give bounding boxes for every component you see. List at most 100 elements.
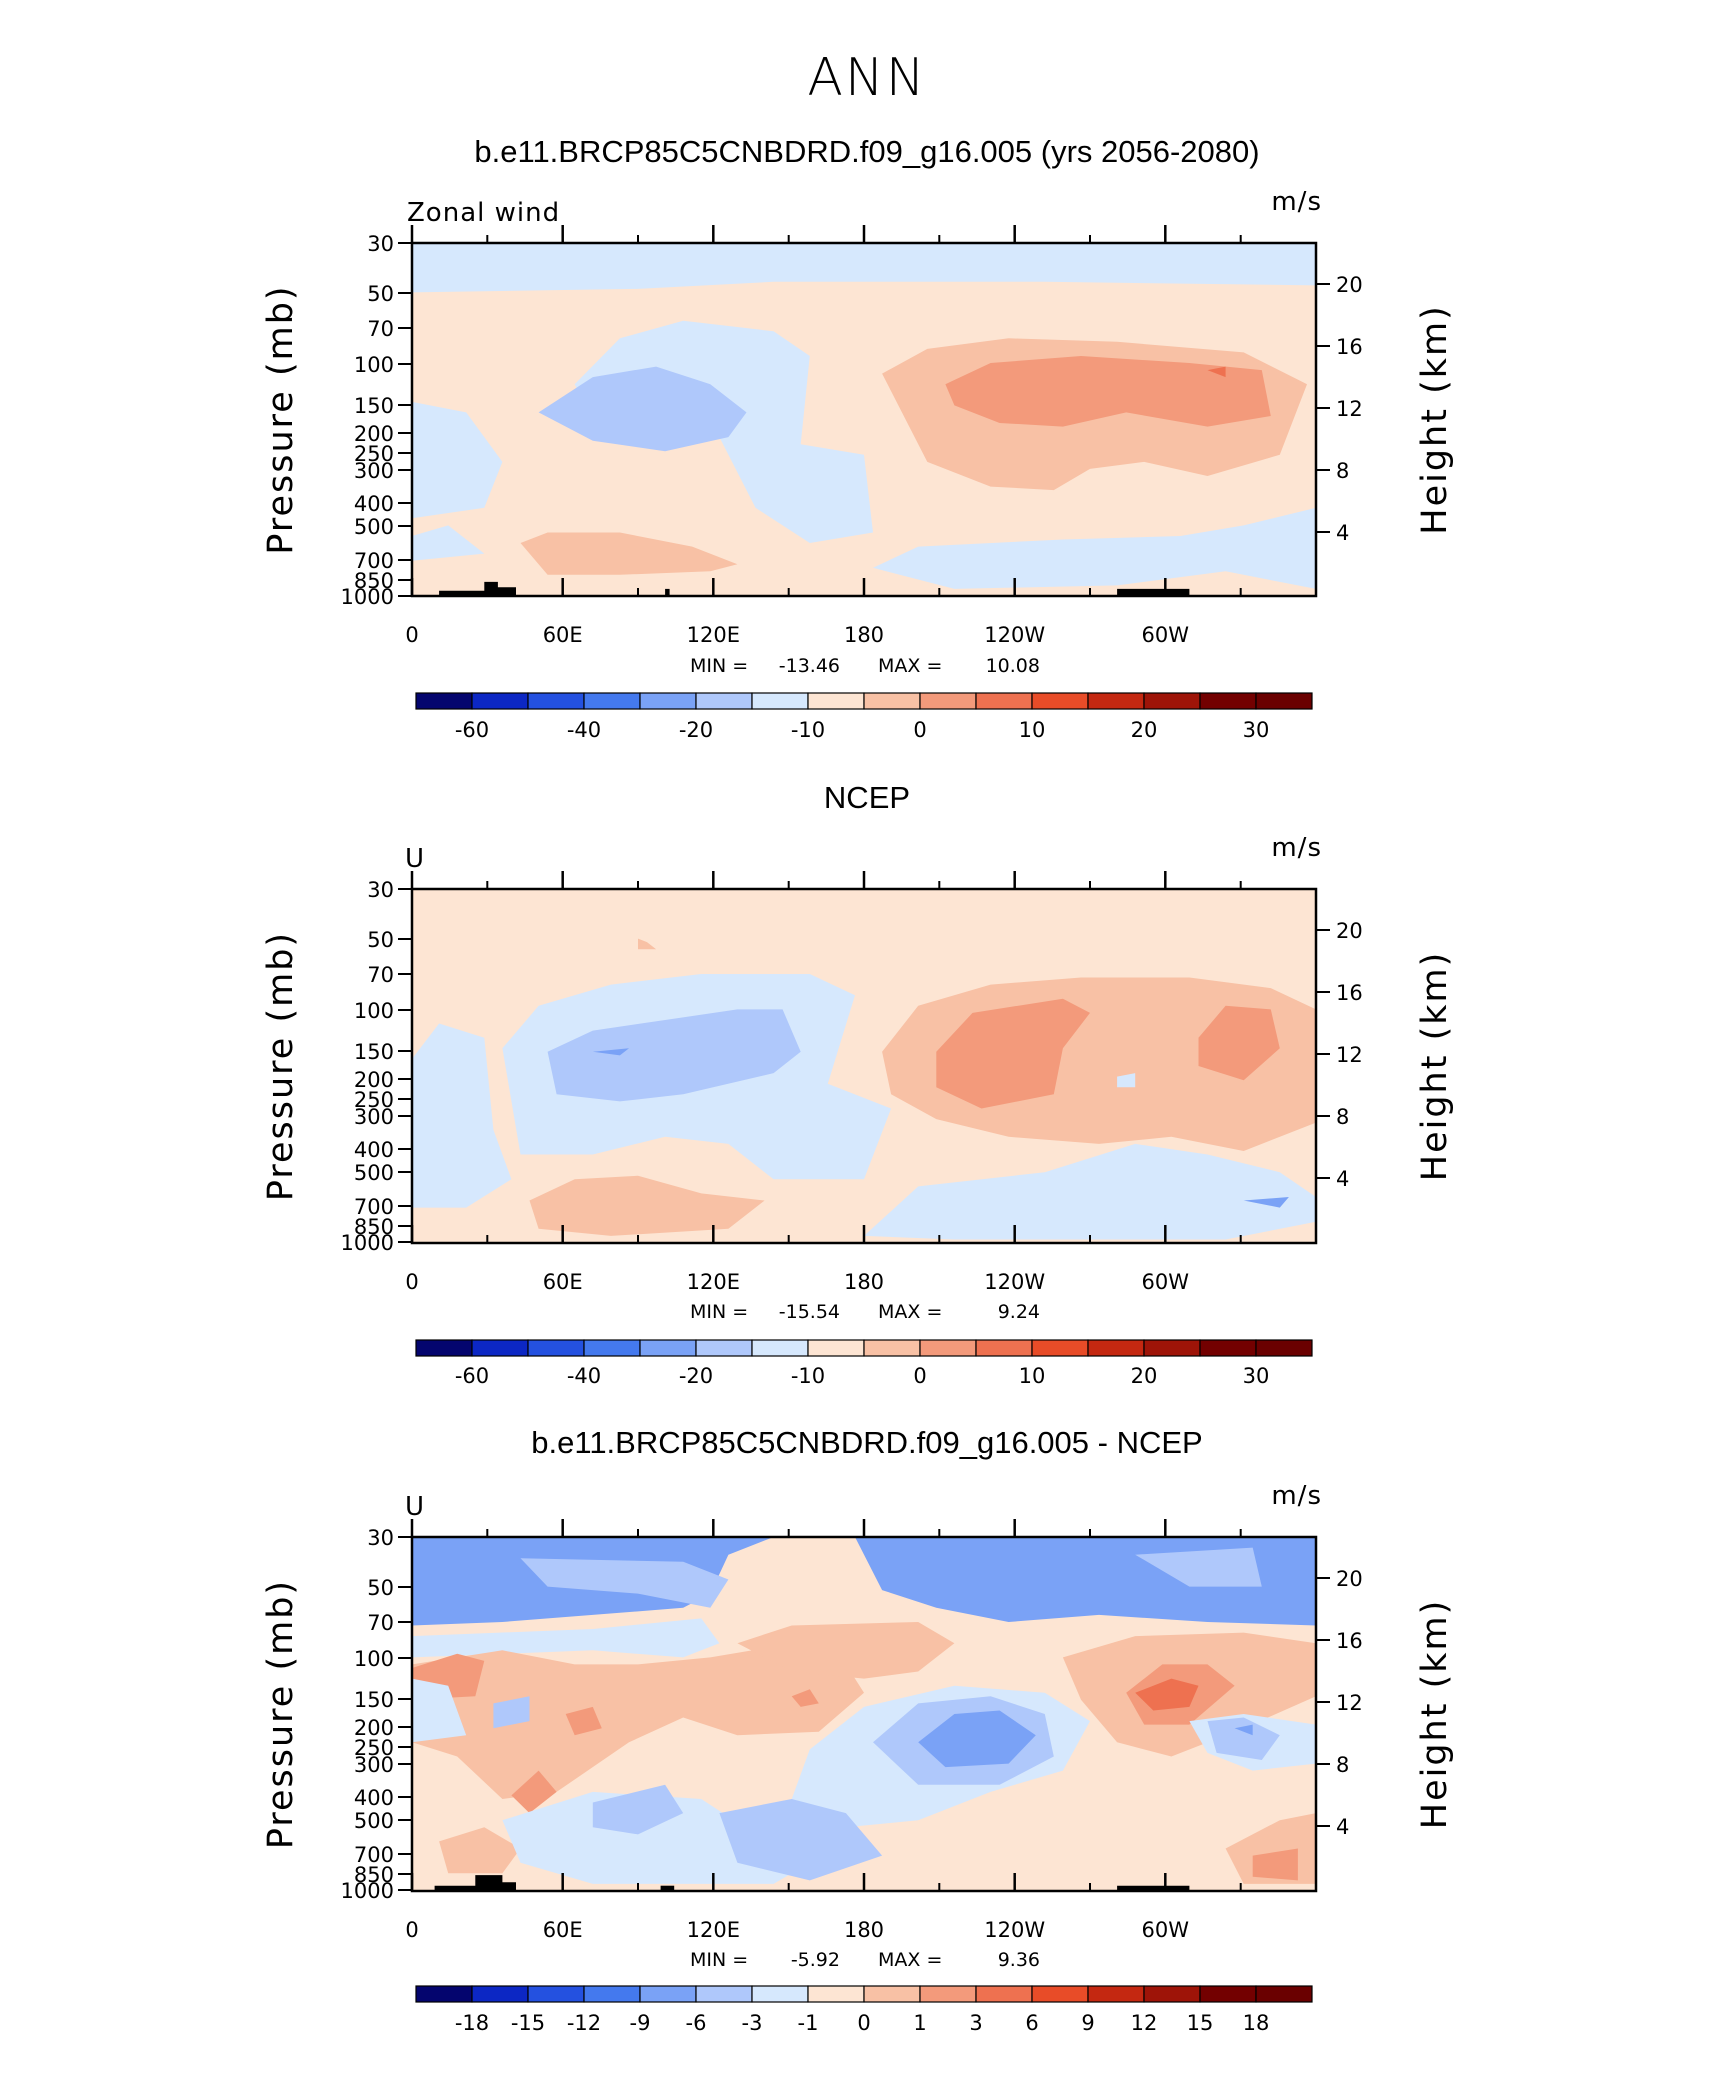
- colorbar: -60 -40 -20 -10 0 10 20 30: [415, 692, 1313, 742]
- pressure-tick-label: 70: [367, 317, 394, 341]
- colorbar-label: -10: [791, 718, 825, 742]
- pressure-tick-label: 500: [354, 1809, 394, 1833]
- colorbar-box: [1087, 1339, 1145, 1357]
- contour-region: [412, 401, 503, 519]
- height-tick-label: 4: [1336, 521, 1349, 545]
- colorbar-label: 20: [1131, 718, 1158, 742]
- colorbar-box: [583, 1339, 641, 1357]
- pressure-tick-label: 400: [354, 492, 394, 516]
- pressure-tick-label: 1000: [341, 1879, 394, 1903]
- height-tick-label: 20: [1336, 919, 1363, 943]
- colorbar-label: -1: [798, 2011, 819, 2035]
- colorbar-box: [527, 1339, 585, 1357]
- colorbar: -60 -40 -20 -10 0 10 20 30: [415, 1339, 1313, 1388]
- height-tick-label: 12: [1336, 1043, 1363, 1067]
- contour-region: [791, 1689, 819, 1707]
- colorbar-label: 18: [1243, 2011, 1270, 2035]
- colorbar-label: -12: [567, 2011, 601, 2035]
- colorbar-box: [975, 692, 1033, 710]
- colorbar-label: 6: [1025, 2011, 1038, 2035]
- contour-region: [1135, 1678, 1199, 1711]
- colorbar-box: [1255, 1339, 1313, 1357]
- min-value: -13.46: [779, 655, 840, 677]
- figure-title: ANN: [807, 48, 926, 108]
- colorbar-box: [751, 1985, 809, 2003]
- colorbar-label: 30: [1243, 1364, 1270, 1388]
- x-tick-label: 0: [405, 623, 418, 647]
- height-tick-label: 20: [1336, 273, 1363, 297]
- pressure-tick-label: 70: [367, 1611, 394, 1635]
- max-value: 10.08: [986, 655, 1040, 677]
- pressure-tick-label: 500: [354, 515, 394, 539]
- colorbar-box: [471, 1339, 529, 1357]
- colorbar-box: [415, 692, 473, 710]
- contour-region: [493, 1696, 530, 1729]
- pressure-tick-label: 30: [367, 878, 394, 902]
- x-tick-label: 0: [405, 1918, 418, 1942]
- colorbar-box: [1031, 1985, 1089, 2003]
- colorbar-box: [471, 1985, 529, 2003]
- panel-1: b.e11.BRCP85C5CNBDRD.f09_g16.005 (yrs 20…: [261, 134, 1455, 742]
- contour-region: [1207, 366, 1226, 378]
- pressure-tick-label: 700: [354, 1195, 394, 1219]
- colorbar-box: [471, 692, 529, 710]
- height-tick-label: 4: [1336, 1167, 1349, 1191]
- pressure-tick-label: 150: [354, 394, 394, 418]
- pressure-tick-label: 50: [367, 1576, 394, 1600]
- colorbar-box: [415, 1339, 473, 1357]
- colorbar-label: -3: [742, 2011, 763, 2035]
- colorbar-label: -60: [455, 718, 489, 742]
- y-axis-label-right: Height (km): [1415, 1599, 1455, 1830]
- pressure-tick-label: 1000: [341, 585, 394, 609]
- colorbar-box: [1143, 692, 1201, 710]
- colorbar-label: 30: [1243, 718, 1270, 742]
- x-tick-label: 180: [844, 623, 884, 647]
- colorbar-label: 9: [1081, 2011, 1094, 2035]
- colorbar-label: -9: [630, 2011, 651, 2035]
- colorbar-label: 0: [857, 2011, 870, 2035]
- colorbar-box: [415, 1985, 473, 2003]
- x-tick-label: 60W: [1142, 1270, 1190, 1294]
- colorbar-box: [639, 692, 697, 710]
- pressure-tick-label: 400: [354, 1786, 394, 1810]
- pressure-tick-label: 70: [367, 963, 394, 987]
- contour-region: [1198, 1005, 1280, 1081]
- pressure-tick-label: 850: [354, 1215, 394, 1239]
- height-tick-label: 8: [1336, 1753, 1349, 1777]
- x-tick-label: 120E: [687, 1918, 740, 1942]
- colorbar-box: [583, 692, 641, 710]
- pressure-tick-label: 250: [354, 1088, 394, 1112]
- pressure-tick-label: 150: [354, 1688, 394, 1712]
- pressure-tick-label: 100: [354, 1647, 394, 1671]
- topography-mask: [1117, 1885, 1190, 1891]
- colorbar-label: -40: [567, 718, 601, 742]
- max-value: 9.36: [998, 1949, 1040, 1971]
- x-tick-label: 120W: [984, 623, 1045, 647]
- height-tick-label: 16: [1336, 1629, 1363, 1653]
- colorbar-box: [527, 692, 585, 710]
- topography-mask: [660, 1885, 675, 1891]
- colorbar-label: 0: [913, 1364, 926, 1388]
- contour-region: [412, 1678, 467, 1743]
- colorbar-label: -6: [686, 2011, 707, 2035]
- x-tick-label: 120W: [984, 1918, 1045, 1942]
- contour-region: [592, 1048, 629, 1056]
- height-tick-label: 16: [1336, 335, 1363, 359]
- contour-region: [529, 1175, 765, 1236]
- colorbar-box: [695, 1985, 753, 2003]
- pressure-tick-label: 250: [354, 442, 394, 466]
- colorbar-label: -60: [455, 1364, 489, 1388]
- colorbar-label: -18: [455, 2011, 489, 2035]
- height-tick-label: 4: [1336, 1815, 1349, 1839]
- pressure-tick-label: 50: [367, 282, 394, 306]
- contour-region: [945, 356, 1271, 427]
- colorbar-label: -40: [567, 1364, 601, 1388]
- x-tick-label: 180: [844, 1270, 884, 1294]
- contour-fills: [412, 1537, 1316, 1891]
- colorbar-label: 10: [1019, 718, 1046, 742]
- height-tick-label: 16: [1336, 981, 1363, 1005]
- y-axis-label-left: Pressure (mb): [261, 931, 301, 1201]
- contour-region: [638, 938, 657, 950]
- contour-fills: [412, 938, 1316, 1240]
- colorbar-label: -10: [791, 1364, 825, 1388]
